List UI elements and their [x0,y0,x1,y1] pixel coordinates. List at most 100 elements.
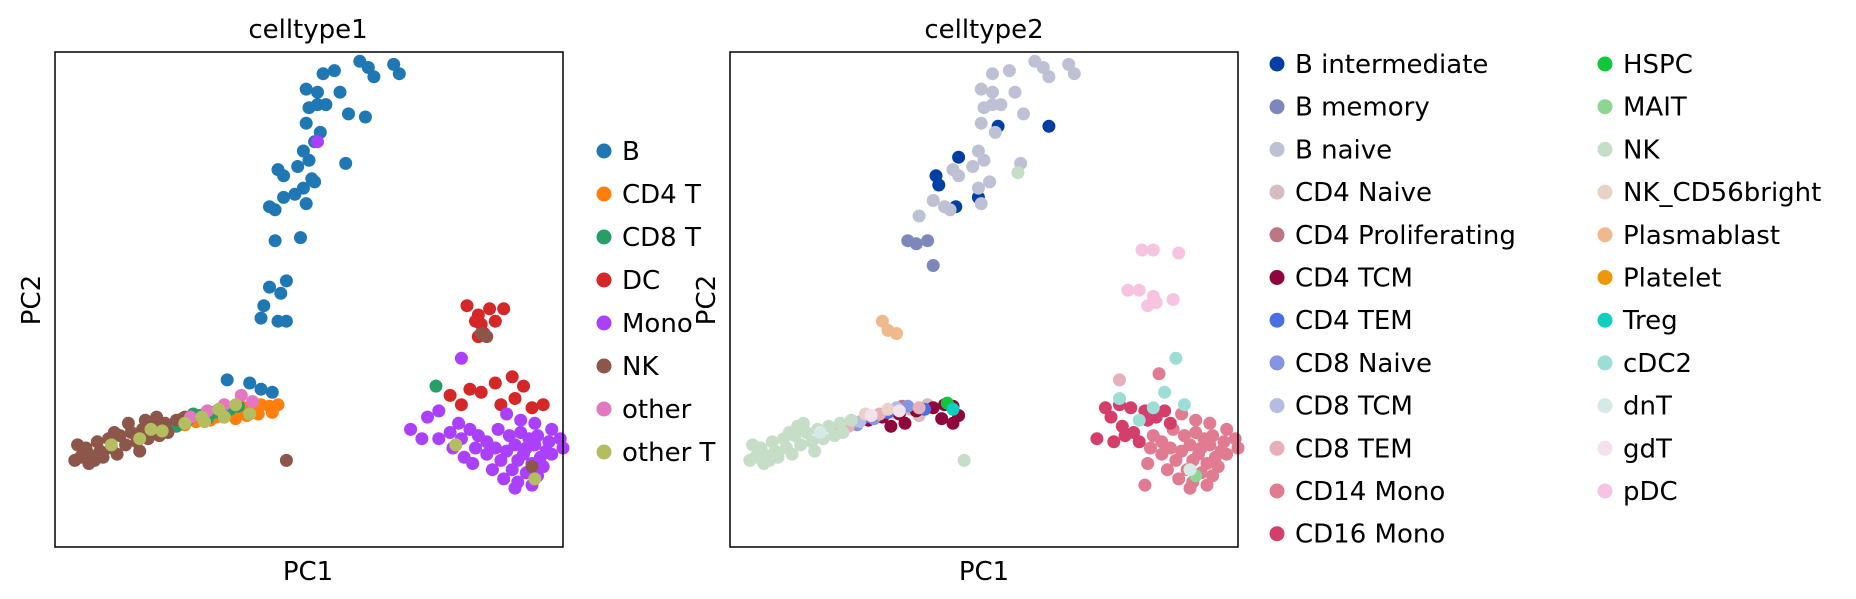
point-other-t [243,407,257,421]
point-b-naive [977,153,991,167]
legend-marker [596,272,612,288]
legend-item-treg: Treg [1597,306,1678,336]
point-b-naive [1002,64,1016,78]
point-b [358,110,372,124]
point-other-t [144,422,158,436]
point-cd14-mono [1138,478,1152,492]
point-cd8-tem [912,401,926,415]
point-dnt [1183,463,1197,477]
point-dc [536,398,550,412]
point-nk [746,438,760,452]
legend-label: B [622,137,640,167]
point-b [302,153,316,167]
point-b [257,299,271,313]
point-b [274,286,288,300]
legend-item-b: B [596,137,640,167]
point-mono [469,441,482,455]
point-dc [488,314,502,328]
point-dc [494,398,508,412]
point-cd14-mono [1203,416,1217,430]
point-nk [279,453,293,467]
legend-marker [1269,483,1285,499]
point-cd4-t [265,405,279,419]
point-mono [528,416,542,430]
celltype2-panel: celltype2 PC1 PC2 B intermediate B memory… [692,15,1821,587]
point-nk [957,453,971,467]
point-b-naive [986,85,999,99]
point-pdc [1146,243,1160,257]
point-cd14-mono [1141,457,1155,470]
legend-label: B memory [1295,93,1430,123]
point-b-naive [974,82,988,96]
legend-label: CD16 Mono [1295,520,1445,550]
point-dc [460,299,474,313]
point-nk [771,450,785,464]
point-other-t [198,415,212,429]
point-cd16-mono [1107,435,1121,449]
point-b [291,160,305,173]
legend-marker [1597,227,1613,243]
point-nk [791,419,805,433]
point-b [263,200,276,214]
point-pdc [1172,246,1186,260]
point-nk [1011,166,1025,180]
point-mono [463,422,477,436]
point-nk [150,410,164,424]
point-b [263,280,276,294]
legend-label: CD4 TEM [1295,306,1413,336]
point-dc [508,392,522,405]
point-b [305,172,319,186]
legend-item-cd4-proliferating: CD4 Proliferating [1269,221,1516,251]
point-b [268,234,282,248]
celltype1-panel: celltype1 PC1 PC2 B CD4 T CD8 T DC Mono NK oth… [17,15,716,587]
legend-item-nk-cd56bright: NK_CD56bright [1597,178,1821,208]
legend-label: dnT [1623,392,1672,422]
point-b-naive [994,98,1008,112]
legend-item-dnt: dnT [1597,392,1672,422]
point-other-t [229,398,243,412]
point-nk-cd56bright [881,402,895,416]
point-cd4-tcm [884,419,898,433]
legend-label: HSPC [1623,50,1693,80]
point-nk [808,444,822,458]
legend-item-cdc2: cDC2 [1597,349,1692,379]
legend-marker [1269,526,1285,542]
point-nk [844,413,858,427]
plot-frame [729,51,1239,548]
point-b-naive [974,116,988,130]
point-cdc2 [1113,392,1126,405]
chart-title: celltype2 [924,15,1043,45]
point-dc [443,388,457,402]
point-cd14-mono [1175,444,1189,458]
point-nk [757,457,771,470]
legend-label: NK [1623,135,1660,165]
legend-label: CD8 TCM [1295,392,1413,422]
legend-item-cd4-tcm: CD4 TCM [1269,264,1413,294]
point-cd16-mono [1158,404,1172,418]
legend-marker [596,358,612,374]
point-b [243,376,257,390]
legend-label: CD8 Naive [1295,349,1432,379]
point-b [279,274,293,288]
point-b [367,70,381,84]
point-mono [404,422,418,436]
point-dc [525,401,539,415]
legend-item-cd8-tem: CD8 TEM [1269,434,1413,464]
point-nk [110,447,124,461]
point-cd16-mono [1098,401,1112,415]
point-b-naive [952,169,966,183]
point-cd4-tcm [935,412,949,426]
point-b [288,187,302,201]
point-mono [500,407,514,421]
legend: B CD4 T CD8 T DC Mono NK other other T [596,137,716,468]
point-other [246,395,260,409]
legend-marker [1597,398,1613,414]
legend-marker [1597,355,1613,371]
point-b [254,311,268,325]
point-cd16-mono [1124,401,1138,415]
point-b-naive [966,160,980,173]
legend-marker [1269,99,1285,115]
point-nk [71,438,85,452]
point-other-t [104,438,118,452]
point-b-naive [912,209,926,223]
